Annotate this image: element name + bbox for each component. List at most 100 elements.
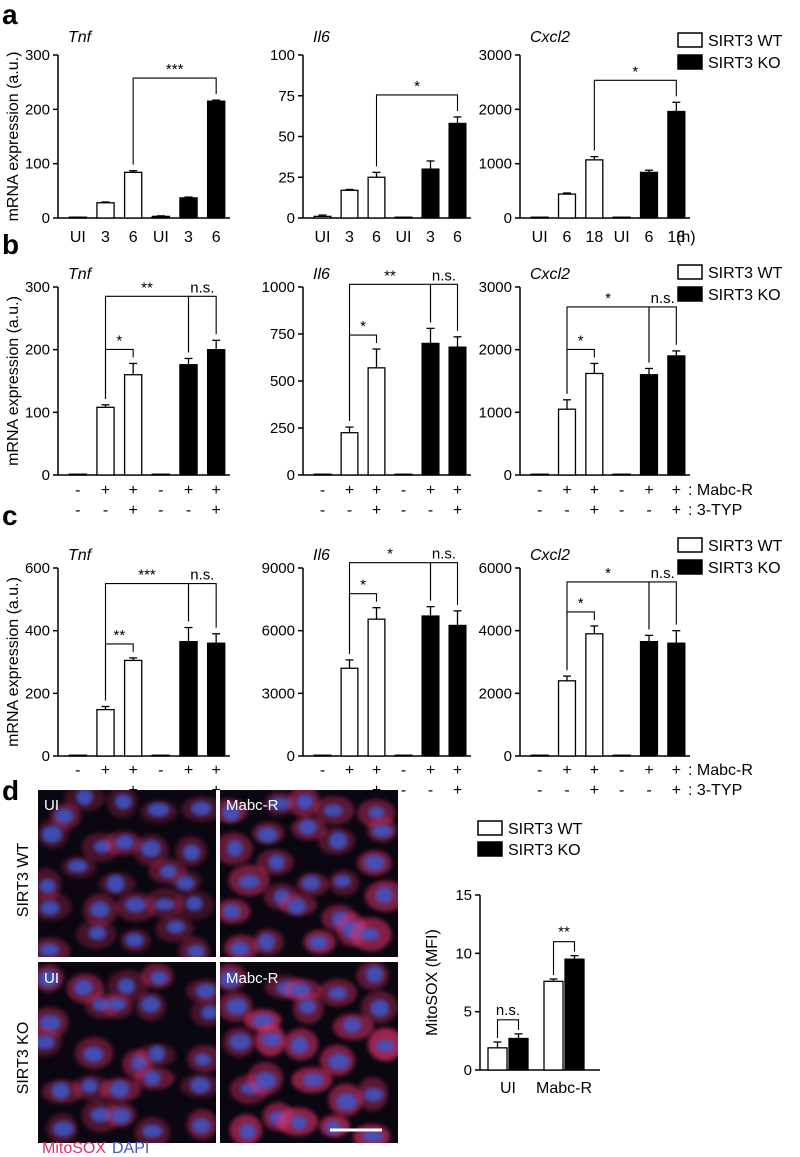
- bar: [96, 202, 115, 219]
- legend-wt-label: SIRT3 WT: [708, 33, 783, 50]
- micrograph-row-label-ko: SIRT3 KO: [15, 1022, 32, 1095]
- mabc-indicator: +: [211, 482, 220, 499]
- y-tick-label: 100: [25, 156, 50, 173]
- bar: [612, 754, 631, 757]
- typ-indicator: -: [537, 782, 542, 799]
- significance-bracket: [496, 1019, 520, 1038]
- chart-title: Cxcl2: [530, 29, 570, 46]
- typ-indicator: -: [401, 502, 406, 519]
- typ-indicator: -: [646, 782, 651, 799]
- y-tick-label: 0: [504, 748, 512, 765]
- y-tick-label: 500: [270, 373, 295, 390]
- category-label: 6: [563, 229, 572, 246]
- bar: [585, 633, 604, 757]
- y-tick-label: 750: [270, 326, 295, 343]
- legend-ko-label: SIRT3 KO: [708, 55, 781, 72]
- y-tick-label: 5: [464, 1004, 472, 1021]
- bar: [68, 473, 88, 476]
- typ-indicator: -: [401, 782, 406, 799]
- bar: [530, 754, 549, 757]
- legend-panel-b: SIRT3 WT SIRT3 KO: [677, 264, 783, 304]
- y-tick-label: 1000: [479, 404, 512, 421]
- significance-bracket: [648, 581, 677, 630]
- legend-swatch-wt: [677, 537, 703, 553]
- bar: [367, 618, 386, 757]
- mabc-indicator: -: [619, 482, 624, 499]
- category-label: 6: [212, 229, 221, 246]
- bar: [340, 667, 359, 757]
- typ-indicator: -: [619, 502, 624, 519]
- legend-swatch-wt: [477, 820, 503, 836]
- mabc-indicator: +: [345, 762, 354, 779]
- legend-panel-d: SIRT3 WT SIRT3 KO: [477, 820, 583, 859]
- y-tick-label: 4000: [479, 623, 512, 640]
- bar: [543, 980, 564, 1071]
- bar: [179, 364, 198, 476]
- mabc-indicator: -: [75, 762, 80, 779]
- typ-indicator: +: [128, 502, 137, 519]
- category-label: 3: [426, 229, 435, 246]
- significance-label: n.s.: [651, 290, 675, 307]
- mabc-indicator: -: [401, 762, 406, 779]
- significance-label: ***: [138, 567, 156, 584]
- significance-label: *: [605, 290, 611, 307]
- bar: [394, 216, 413, 219]
- bar: [123, 659, 143, 757]
- typ-indicator: +: [453, 782, 462, 799]
- treatment-label-typ: : 3-TYP: [688, 782, 742, 799]
- bar: [96, 708, 115, 757]
- mabc-indicator: +: [426, 762, 435, 779]
- chart-d-mitosox: 0 5 10 15 MitoSOX (MFI) UI Mabc-R n.s. **: [424, 887, 600, 1097]
- bar: [639, 171, 659, 219]
- chart-title: Il6: [313, 266, 330, 283]
- category-label: UI: [614, 229, 630, 246]
- typ-indicator: -: [537, 502, 542, 519]
- significance-label: n.s.: [432, 546, 456, 563]
- category-label: UI: [153, 229, 169, 246]
- bar: [448, 122, 467, 219]
- significance-bracket: [187, 582, 217, 628]
- mabc-indicator: +: [128, 482, 137, 499]
- hour-unit-label: (h): [676, 229, 696, 246]
- chart-a-il6: 0 25 50 75 100 Il6 UI 3 6 UI 3 6 *: [270, 29, 471, 246]
- chart-title: Il6: [313, 29, 330, 46]
- y-tick-label: 300: [25, 47, 50, 64]
- y-tick-label: 6000: [262, 623, 295, 640]
- legend-wt-label: SIRT3 WT: [508, 821, 583, 838]
- micrograph-wt-ui: [38, 790, 216, 957]
- legend-ko-label: SIRT3 KO: [708, 560, 781, 577]
- y-tick-label: 2000: [479, 685, 512, 702]
- legend-ko-label: SIRT3 KO: [708, 287, 781, 304]
- typ-indicator: -: [158, 502, 163, 519]
- y-tick-label: 200: [25, 101, 50, 118]
- mabc-indicator: -: [320, 762, 325, 779]
- bar: [612, 473, 631, 476]
- bar: [639, 374, 659, 476]
- bar: [667, 110, 686, 219]
- legend-swatch-ko: [477, 841, 503, 857]
- chart-title: Tnf: [68, 266, 93, 283]
- y-tick-label: 100: [25, 404, 50, 421]
- typ-indicator: -: [75, 502, 80, 519]
- bar: [639, 640, 659, 757]
- y-tick-label: 75: [278, 88, 295, 105]
- micrograph-wt-mabc: [220, 790, 398, 957]
- mabc-indicator: +: [184, 762, 193, 779]
- category-label: UI: [70, 229, 86, 246]
- typ-indicator: -: [103, 502, 108, 519]
- bar: [585, 159, 604, 219]
- y-tick-label: 6000: [479, 560, 512, 577]
- mabc-indicator: +: [101, 762, 110, 779]
- typ-indicator: +: [672, 502, 681, 519]
- mabc-indicator: -: [75, 482, 80, 499]
- mabc-indicator: +: [426, 482, 435, 499]
- mabc-indicator: -: [537, 762, 542, 779]
- chart-b-cxcl2: 0 1000 2000 3000 Cxcl2 - + + - + + - - + - - + * * n.s.: [479, 266, 690, 519]
- category-label: 3: [345, 229, 354, 246]
- mabc-indicator: +: [590, 482, 599, 499]
- y-tick-label: 10: [455, 945, 472, 962]
- significance-bracket: [593, 79, 677, 151]
- stain-label-dapi: DAPI: [112, 1140, 149, 1157]
